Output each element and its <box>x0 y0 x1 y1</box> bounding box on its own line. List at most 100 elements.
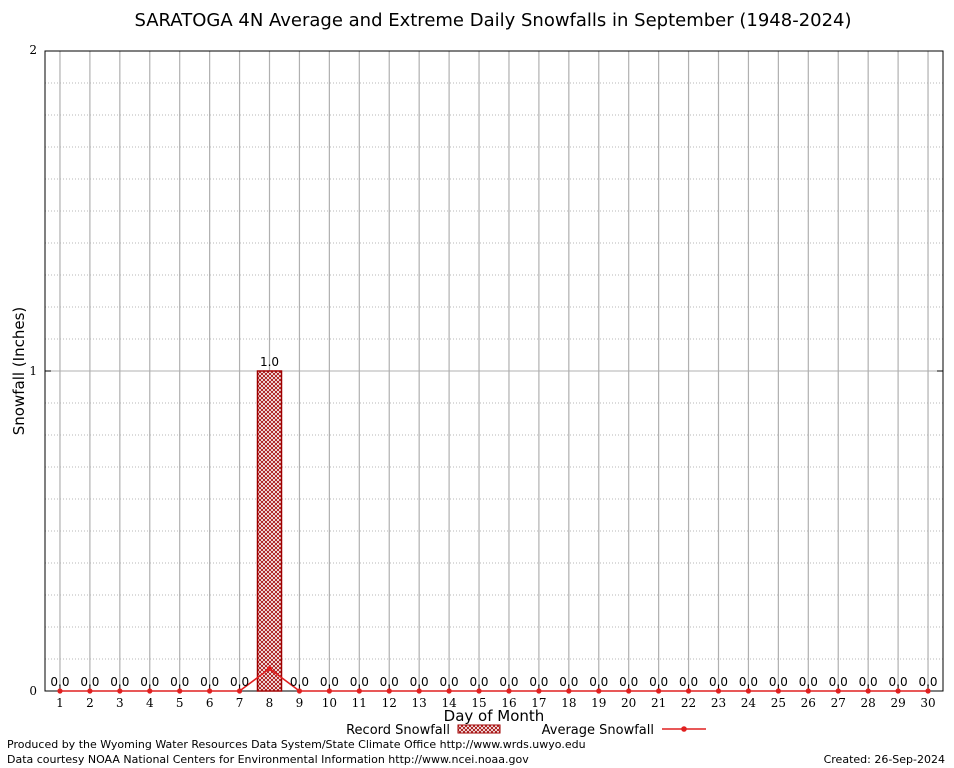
legend-marker-average <box>681 726 687 732</box>
record-value-label: 0.0 <box>499 675 518 689</box>
record-value-label: 0.0 <box>410 675 429 689</box>
created-date: Created: 26-Sep-2024 <box>824 753 945 766</box>
x-tick-label: 7 <box>236 696 244 710</box>
record-value-label: 0.0 <box>889 675 908 689</box>
legend: Record Snowfall Average Snowfall <box>346 723 706 738</box>
y-axis-ticks: 0 1 2 <box>29 43 943 698</box>
average-point <box>775 688 781 694</box>
record-value-label: 0.0 <box>859 675 878 689</box>
average-line-path <box>59 667 929 692</box>
record-value-label: 0.0 <box>320 675 339 689</box>
y-tick-label: 2 <box>29 43 37 57</box>
x-tick-label: 19 <box>591 696 606 710</box>
y-tick-label: 1 <box>29 364 37 378</box>
record-value-label: 0.0 <box>110 675 129 689</box>
record-value-label: 0.0 <box>140 675 159 689</box>
x-tick-label: 14 <box>441 696 457 710</box>
record-value-label: 0.0 <box>50 675 69 689</box>
record-value-label: 0.0 <box>679 675 698 689</box>
record-value-label: 0.0 <box>649 675 668 689</box>
average-point <box>656 688 662 694</box>
legend-swatch-record <box>457 724 501 734</box>
x-tick-label: 8 <box>266 696 274 710</box>
average-point <box>865 688 871 694</box>
record-value-label: 0.0 <box>80 675 99 689</box>
chart-title: SARATOGA 4N Average and Extreme Daily Sn… <box>134 10 851 31</box>
average-point <box>57 688 63 694</box>
average-point <box>236 688 243 694</box>
average-line <box>57 666 931 694</box>
x-tick-label: 3 <box>116 696 124 710</box>
record-bar <box>256 370 283 692</box>
x-tick-label: 17 <box>531 696 546 710</box>
x-axis-label: Day of Month <box>444 707 545 725</box>
average-point <box>476 688 482 694</box>
average-point <box>745 688 752 694</box>
x-tick-label: 10 <box>322 696 337 710</box>
x-tick-label: 12 <box>382 696 397 710</box>
x-tick-label: 9 <box>296 696 304 710</box>
x-tick-label: 30 <box>920 696 935 710</box>
x-tick-label: 1 <box>56 696 64 710</box>
average-point <box>685 688 692 694</box>
average-point <box>925 688 931 694</box>
record-value-label: 0.0 <box>799 675 818 689</box>
record-value-label: 1.0 <box>260 355 279 369</box>
record-value-label: 0.0 <box>290 675 309 689</box>
average-point <box>895 688 901 694</box>
average-point <box>266 666 273 672</box>
record-value-label: 0.0 <box>529 675 548 689</box>
record-value-label: 0.0 <box>200 675 219 689</box>
x-tick-label: 22 <box>681 696 696 710</box>
x-tick-label: 6 <box>206 696 214 710</box>
x-tick-label: 28 <box>861 696 876 710</box>
average-point <box>416 688 422 694</box>
x-axis-ticks: 1 2 3 4 5 6 7 8 9 10 11 12 13 14 15 16 17 18 19 20 21 22 23 24 2… <box>56 686 936 710</box>
average-point <box>506 688 512 694</box>
x-tick-label: 18 <box>561 696 576 710</box>
record-value-label: 0.0 <box>230 675 249 689</box>
credit-line-1: Produced by the Wyoming Water Resources … <box>7 738 586 751</box>
average-point <box>296 688 303 694</box>
record-value-label: 0.0 <box>829 675 848 689</box>
x-tick-label: 5 <box>176 696 184 710</box>
x-tick-label: 24 <box>741 696 757 710</box>
x-tick-label: 15 <box>471 696 486 710</box>
average-point <box>326 688 332 694</box>
record-value-label: 0.0 <box>918 675 937 689</box>
record-value-label: 0.0 <box>440 675 459 689</box>
x-tick-label: 2 <box>86 696 94 710</box>
average-point <box>835 688 841 694</box>
record-value-label: 0.0 <box>589 675 608 689</box>
average-point <box>536 688 542 694</box>
average-point <box>446 688 452 694</box>
x-tick-label: 11 <box>352 696 367 710</box>
record-value-label: 0.0 <box>380 675 399 689</box>
record-value-label: 0.0 <box>469 675 488 689</box>
record-value-label: 0.0 <box>709 675 728 689</box>
x-tick-label: 20 <box>621 696 636 710</box>
record-value-label: 0.0 <box>619 675 638 689</box>
legend-label-record: Record Snowfall <box>346 723 450 738</box>
record-value-label: 0.0 <box>350 675 369 689</box>
data-labels: 0.0 0.0 0.0 0.0 0.0 0.0 0.0 1.0 0.0 0.0 0.0 0.0 0.0 0… <box>50 355 937 689</box>
average-point <box>177 688 183 694</box>
average-point <box>87 688 93 694</box>
record-bars <box>256 370 283 692</box>
average-point <box>715 688 722 694</box>
x-tick-label: 25 <box>771 696 786 710</box>
x-tick-label: 16 <box>501 696 516 710</box>
y-axis-label: Snowfall (Inches) <box>10 307 28 435</box>
average-point <box>117 688 123 694</box>
x-tick-label: 23 <box>711 696 726 710</box>
record-value-label: 0.0 <box>170 675 189 689</box>
average-point <box>207 688 213 694</box>
record-value-label: 0.0 <box>769 675 788 689</box>
credit-line-2: Data courtesy NOAA National Centers for … <box>7 753 529 766</box>
y-tick-label: 0 <box>29 684 37 698</box>
legend-label-average: Average Snowfall <box>542 723 654 738</box>
x-tick-label: 27 <box>831 696 846 710</box>
average-point <box>386 688 392 694</box>
average-point <box>805 688 811 694</box>
